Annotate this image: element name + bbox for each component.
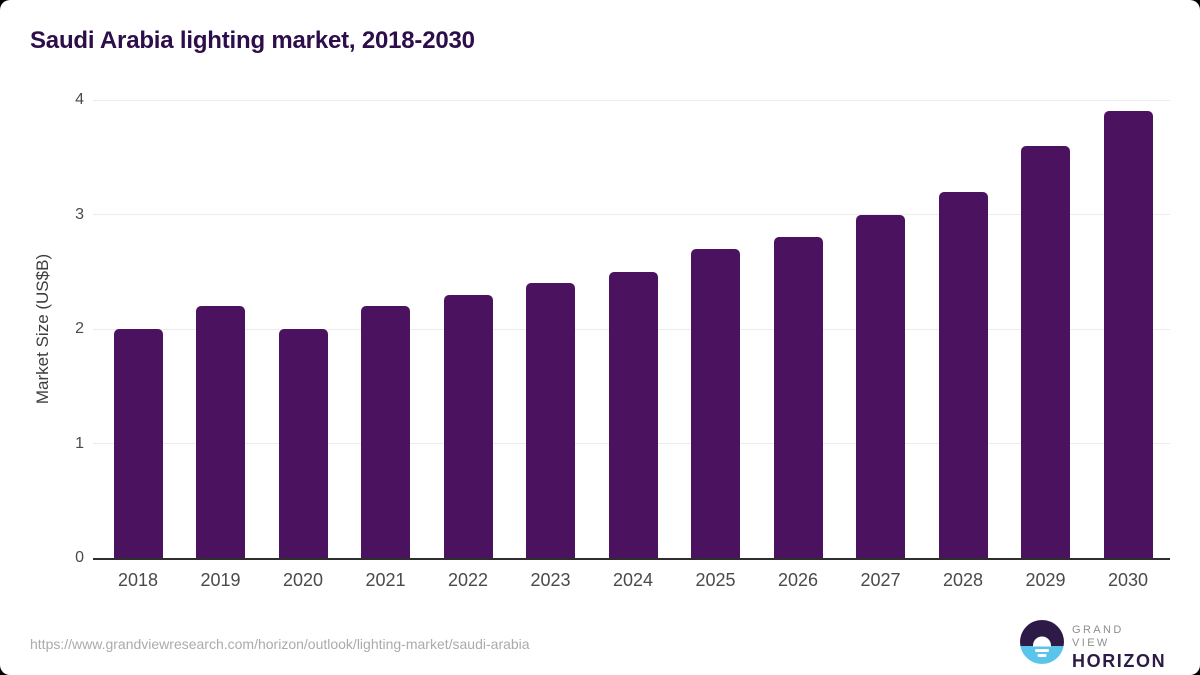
- plot-area: 2018 2019 2020 2021 2022 2023 2024 2025 2026 2027…: [93, 99, 1170, 590]
- logo-reflection-line: [1037, 654, 1047, 657]
- bar-2023: [526, 283, 575, 558]
- source-url: https://www.grandviewresearch.com/horizo…: [30, 636, 530, 652]
- logo-reflection-line: [1035, 649, 1049, 652]
- logo-grand-view-label: GRAND VIEW: [1072, 624, 1124, 649]
- x-tick-label-2028: 2028: [942, 570, 984, 590]
- x-tick-label-2024: 2024: [612, 570, 654, 590]
- chart-title: Saudi Arabia lighting market, 2018-2030: [30, 27, 475, 54]
- x-tick-label-2021: 2021: [365, 570, 406, 590]
- logo-horizon-label: HORIZON: [1072, 651, 1167, 671]
- x-tick-label-2025: 2025: [695, 570, 736, 590]
- x-tick-label-2020: 2020: [282, 570, 324, 590]
- x-tick-label-2026: 2026: [777, 570, 819, 590]
- y-tick-label-4: 4: [75, 91, 84, 108]
- logo-text: GRAND VIEW HORIZON: [1072, 624, 1166, 672]
- x-tick-label-2027: 2027: [860, 570, 901, 590]
- x-tick-label-2029: 2029: [1025, 570, 1066, 590]
- y-tick-label-0: 0: [75, 549, 84, 566]
- bar-2030: [1103, 111, 1153, 558]
- gridline-3: [93, 214, 1170, 215]
- y-tick-label-3: 3: [75, 205, 84, 223]
- bar-2020: [278, 329, 328, 558]
- bar-2019: [196, 306, 245, 558]
- logo-sun-dome: [1033, 636, 1051, 647]
- x-tick-label-2030: 2030: [1107, 570, 1149, 590]
- bar-2025: [691, 248, 740, 558]
- bar-2027: [856, 214, 905, 558]
- bar-2021: [361, 306, 410, 558]
- bar-2026: [773, 237, 823, 558]
- x-tick-label-2019: 2019: [200, 570, 241, 590]
- y-tick-label-2: 2: [75, 320, 84, 337]
- x-tick-label-2018: 2018: [117, 570, 159, 590]
- x-tick-label-2022: 2022: [447, 570, 489, 590]
- bar-2029: [1021, 145, 1070, 558]
- x-tick-label-2023: 2023: [530, 570, 571, 590]
- bar-2024: [608, 271, 658, 558]
- y-tick-label-1: 1: [75, 434, 84, 452]
- horizon-logo-icon: [1020, 620, 1064, 664]
- bar-2028: [938, 191, 988, 558]
- bar-2022: [443, 294, 493, 558]
- bar-2018: [113, 329, 163, 558]
- gridline-4: [93, 99, 1170, 101]
